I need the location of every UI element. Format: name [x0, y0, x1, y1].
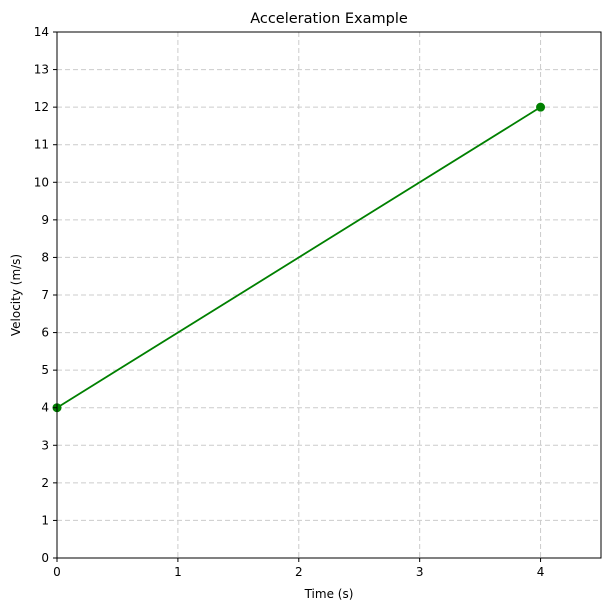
y-tick-label: 10	[34, 175, 49, 189]
y-tick-label: 1	[41, 513, 49, 527]
x-tick-label: 1	[174, 565, 182, 579]
y-tick-label: 12	[34, 100, 49, 114]
y-tick-label: 13	[34, 63, 49, 77]
data-point	[536, 102, 546, 112]
x-axis-label: Time (s)	[304, 587, 354, 601]
y-tick-label: 5	[41, 363, 49, 377]
y-tick-label: 3	[41, 438, 49, 452]
y-tick-label: 2	[41, 476, 49, 490]
y-tick-label: 9	[41, 213, 49, 227]
chart-title: Acceleration Example	[250, 11, 408, 27]
y-tick-label: 11	[34, 138, 49, 152]
y-tick-label: 8	[41, 250, 49, 264]
y-tick-label: 14	[34, 25, 49, 39]
x-tick-label: 0	[53, 565, 61, 579]
y-tick-label: 0	[41, 551, 49, 565]
y-tick-label: 7	[41, 288, 49, 302]
y-tick-label: 6	[41, 326, 49, 340]
series-line	[56, 106, 542, 409]
y-axis-label: Velocity (m/s)	[9, 254, 23, 336]
x-tick-label: 4	[537, 565, 545, 579]
x-tick-label: 3	[416, 565, 424, 579]
x-tick-label: 2	[295, 565, 303, 579]
y-tick-label: 4	[41, 401, 49, 415]
